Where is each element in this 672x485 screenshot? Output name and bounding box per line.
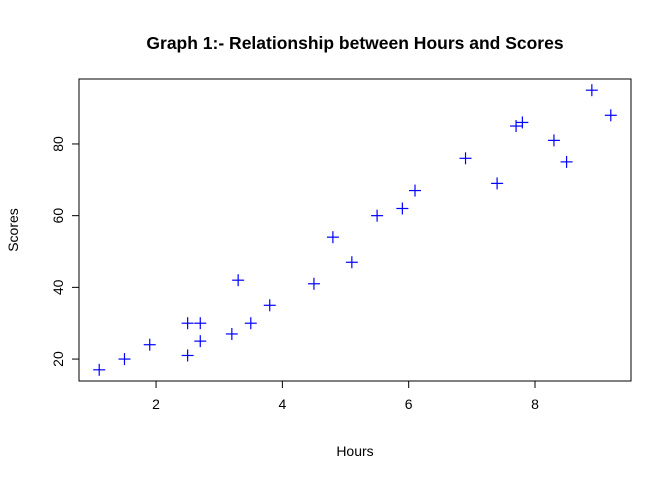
data-point: [326, 231, 339, 244]
data-point: [143, 338, 156, 351]
x-axis-label: Hours: [336, 443, 373, 459]
y-tick-label: 60: [50, 208, 66, 224]
data-point: [459, 152, 472, 165]
data-point: [244, 317, 257, 330]
x-tick-label: 2: [152, 396, 160, 412]
data-point: [510, 120, 523, 133]
data-point: [547, 134, 560, 147]
data-point: [345, 256, 358, 269]
x-tick-label: 8: [531, 396, 539, 412]
data-point: [194, 335, 207, 348]
data-point: [409, 184, 421, 197]
data-point: [307, 277, 320, 290]
data-point: [118, 353, 131, 366]
data-point: [585, 84, 598, 97]
x-tick-label: 6: [405, 396, 413, 412]
x-axis: 2 4 6 8: [152, 380, 539, 412]
data-point: [263, 299, 276, 312]
data-points: [93, 84, 617, 376]
y-tick-label: 80: [50, 136, 66, 152]
data-point: [93, 363, 106, 376]
y-axis: 20 40 60 80: [50, 136, 80, 367]
y-tick-label: 20: [50, 351, 66, 367]
data-point: [181, 317, 194, 330]
data-point: [396, 202, 409, 215]
plot-frame: [78, 78, 632, 382]
data-point: [232, 274, 245, 287]
data-point: [181, 349, 194, 362]
data-point: [560, 155, 573, 168]
y-axis-label: Scores: [5, 208, 21, 252]
data-point: [491, 177, 504, 190]
chart-title: Graph 1:- Relationship between Hours and…: [146, 33, 563, 53]
data-point: [225, 327, 238, 340]
data-point: [371, 209, 384, 222]
data-point: [516, 116, 529, 129]
y-tick-label: 40: [50, 279, 66, 295]
x-tick-label: 4: [278, 396, 286, 412]
data-point: [194, 317, 207, 330]
data-point: [604, 109, 617, 122]
